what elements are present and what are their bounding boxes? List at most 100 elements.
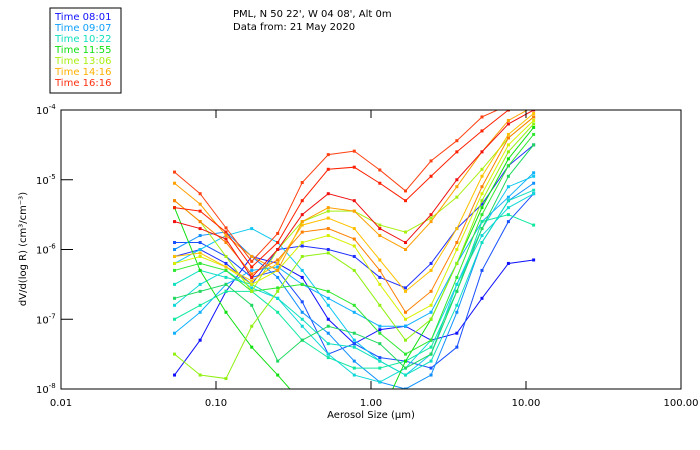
data-point bbox=[480, 268, 484, 272]
series-line bbox=[173, 122, 536, 381]
data-point bbox=[224, 289, 228, 293]
series-line bbox=[173, 110, 499, 263]
data-point bbox=[198, 338, 202, 342]
data-point bbox=[532, 122, 536, 126]
data-point bbox=[404, 189, 408, 193]
data-point bbox=[404, 310, 408, 314]
data-point bbox=[378, 275, 382, 279]
data-point bbox=[326, 192, 330, 196]
data-point bbox=[352, 199, 356, 203]
data-point bbox=[455, 248, 459, 251]
series-line bbox=[173, 105, 535, 272]
data-point bbox=[455, 289, 459, 293]
data-point bbox=[378, 223, 382, 227]
data-point bbox=[250, 259, 254, 263]
data-point bbox=[429, 220, 433, 224]
x-tick-label: 0.01 bbox=[50, 398, 72, 409]
data-point bbox=[455, 303, 459, 307]
chart-title: PML, N 50 22', W 04 08', Alt 0m bbox=[233, 9, 392, 20]
data-point bbox=[506, 199, 510, 203]
data-point bbox=[224, 234, 228, 238]
y-tick-label: 10-5 bbox=[36, 173, 56, 187]
x-axis-label: Aerosol Size (μm) bbox=[327, 410, 415, 421]
x-tick-label: 100.00 bbox=[664, 398, 699, 409]
data-point bbox=[532, 118, 536, 122]
data-point bbox=[455, 331, 459, 335]
data-point bbox=[532, 143, 536, 147]
data-point bbox=[352, 342, 356, 346]
legend-box bbox=[49, 7, 122, 94]
data-point bbox=[352, 310, 356, 314]
data-point bbox=[429, 174, 433, 178]
y-tick-base: 10 bbox=[36, 106, 49, 117]
data-point bbox=[455, 261, 459, 265]
data-point bbox=[198, 227, 202, 231]
data-point bbox=[300, 199, 304, 203]
x-tick-label: 10.00 bbox=[512, 398, 541, 409]
series-line bbox=[173, 132, 536, 356]
data-point bbox=[532, 188, 536, 192]
data-point bbox=[506, 220, 510, 224]
data-point bbox=[404, 366, 408, 370]
data-point bbox=[404, 241, 408, 245]
data-point bbox=[300, 324, 304, 328]
data-point bbox=[378, 227, 382, 231]
data-point bbox=[250, 254, 254, 258]
y-axis-label: dV/d(log R) (cm³/cm⁻³) bbox=[18, 192, 29, 306]
data-point bbox=[326, 167, 330, 171]
data-point bbox=[429, 373, 433, 377]
data-point bbox=[352, 345, 356, 349]
series-line bbox=[173, 115, 536, 314]
data-point bbox=[250, 279, 254, 283]
data-point bbox=[173, 331, 177, 335]
data-point bbox=[326, 234, 330, 238]
data-point bbox=[276, 286, 280, 290]
data-point bbox=[455, 150, 459, 154]
data-point bbox=[532, 192, 536, 196]
legend-entry: Time 13:06 bbox=[54, 56, 111, 67]
data-point bbox=[224, 241, 228, 245]
data-point bbox=[532, 105, 535, 108]
data-point bbox=[506, 174, 510, 178]
data-point bbox=[300, 275, 304, 279]
data-point bbox=[300, 282, 304, 286]
data-point bbox=[506, 213, 510, 217]
data-point bbox=[506, 132, 510, 136]
data-point bbox=[378, 359, 382, 363]
data-point bbox=[506, 206, 510, 210]
data-point bbox=[198, 373, 202, 377]
data-point bbox=[276, 275, 280, 279]
data-point bbox=[455, 241, 459, 245]
data-point bbox=[173, 352, 177, 356]
data-point bbox=[173, 317, 177, 321]
data-point bbox=[173, 241, 177, 245]
data-point bbox=[352, 303, 356, 307]
data-point bbox=[173, 206, 177, 210]
data-point bbox=[326, 342, 330, 346]
data-point bbox=[429, 213, 433, 217]
data-point bbox=[173, 254, 177, 258]
data-point bbox=[352, 254, 356, 258]
data-point bbox=[173, 282, 177, 286]
data-point bbox=[404, 248, 408, 251]
data-point bbox=[276, 261, 280, 265]
x-tick-label: 0.10 bbox=[205, 398, 227, 409]
data-point bbox=[352, 227, 356, 231]
data-point bbox=[250, 227, 254, 231]
data-point bbox=[532, 171, 536, 175]
y-tick-base: 10 bbox=[36, 385, 49, 396]
series-path bbox=[174, 172, 534, 334]
data-point bbox=[173, 303, 177, 307]
data-point bbox=[250, 286, 254, 290]
data-point bbox=[224, 282, 228, 286]
legend-entry: Time 14:16 bbox=[54, 67, 111, 78]
data-point bbox=[326, 356, 330, 360]
data-point bbox=[352, 149, 356, 153]
data-point bbox=[326, 227, 330, 231]
data-point bbox=[480, 241, 484, 245]
data-point bbox=[224, 275, 228, 279]
data-point bbox=[352, 373, 356, 377]
data-point bbox=[506, 150, 510, 154]
data-point bbox=[198, 310, 202, 314]
data-point bbox=[198, 234, 202, 238]
